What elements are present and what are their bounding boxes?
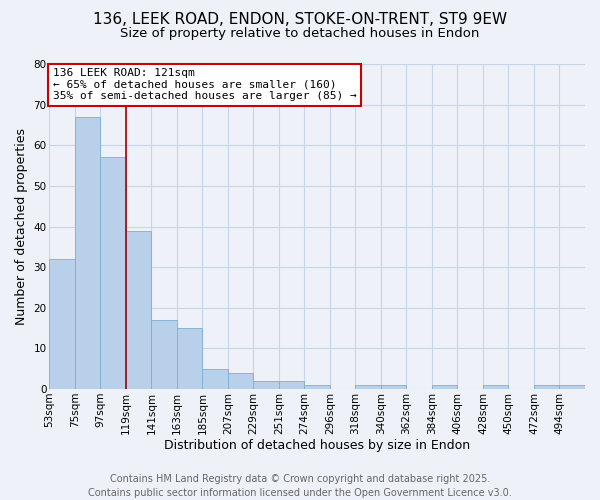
Text: Contains HM Land Registry data © Crown copyright and database right 2025.
Contai: Contains HM Land Registry data © Crown c… — [88, 474, 512, 498]
Text: 136 LEEK ROAD: 121sqm
← 65% of detached houses are smaller (160)
35% of semi-det: 136 LEEK ROAD: 121sqm ← 65% of detached … — [53, 68, 356, 102]
Bar — [202, 368, 228, 389]
Bar — [483, 385, 508, 389]
Text: Size of property relative to detached houses in Endon: Size of property relative to detached ho… — [121, 28, 479, 40]
Bar — [49, 259, 75, 389]
Bar — [559, 385, 585, 389]
Bar — [100, 158, 126, 389]
Bar — [355, 385, 381, 389]
Bar — [177, 328, 202, 389]
Bar — [432, 385, 457, 389]
Bar — [381, 385, 406, 389]
Bar — [228, 373, 253, 389]
Bar — [75, 117, 100, 389]
Bar — [279, 381, 304, 389]
Bar — [253, 381, 279, 389]
Bar — [304, 385, 330, 389]
Text: 136, LEEK ROAD, ENDON, STOKE-ON-TRENT, ST9 9EW: 136, LEEK ROAD, ENDON, STOKE-ON-TRENT, S… — [93, 12, 507, 28]
X-axis label: Distribution of detached houses by size in Endon: Distribution of detached houses by size … — [164, 440, 470, 452]
Bar — [151, 320, 177, 389]
Y-axis label: Number of detached properties: Number of detached properties — [15, 128, 28, 325]
Bar — [126, 230, 151, 389]
Bar — [534, 385, 559, 389]
